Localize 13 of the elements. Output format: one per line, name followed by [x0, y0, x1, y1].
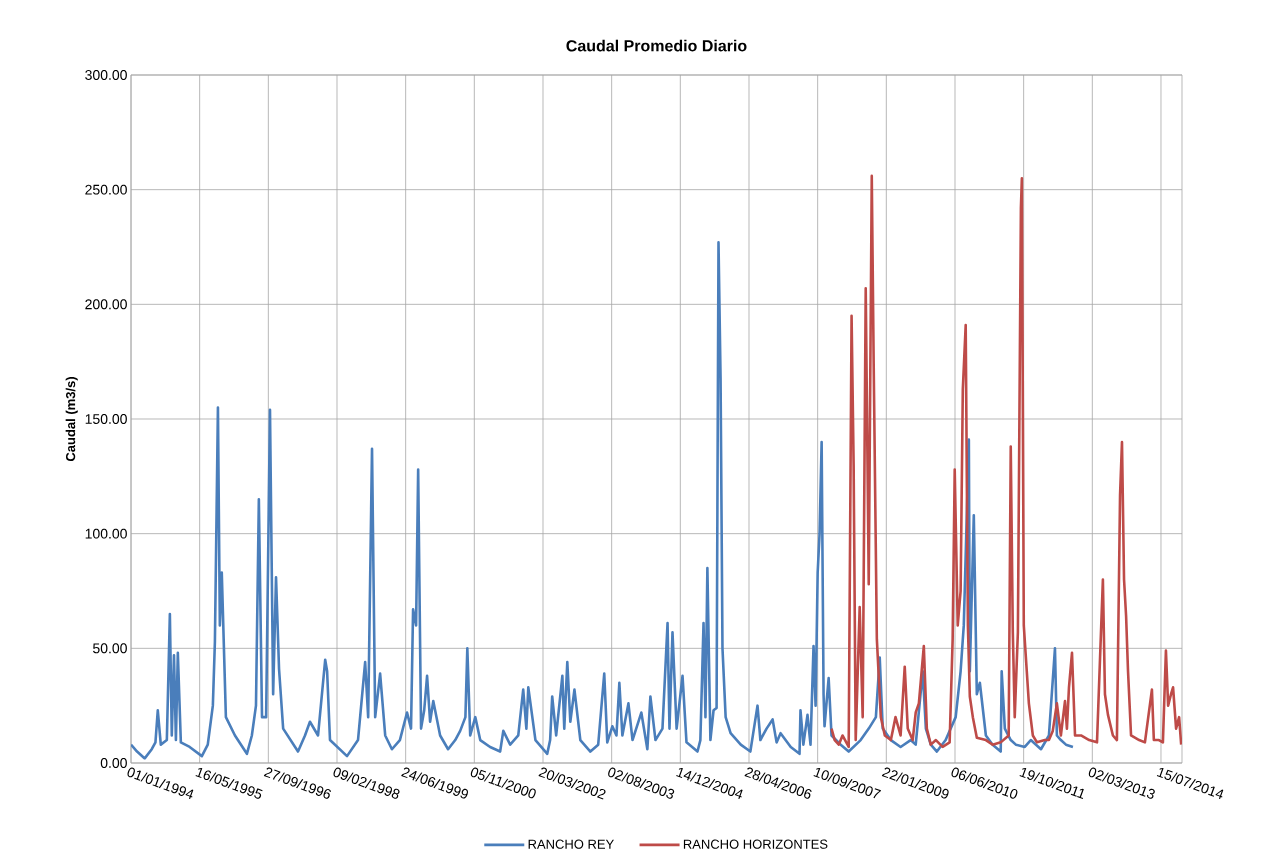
- y-tick-label: 150.00: [85, 414, 127, 424]
- line-series: [131, 241, 1075, 760]
- chart-title: Caudal Promedio Diario: [566, 39, 747, 52]
- y-tick-label: 100.00: [85, 528, 127, 539]
- line-series: [830, 174, 1182, 749]
- y-tick-label: 0.00: [100, 758, 127, 768]
- legend-label: RANCHO HORIZONTES: [683, 839, 828, 849]
- y-axis-title: Caudal (m3/s): [65, 377, 78, 462]
- y-tick-label: 250.00: [85, 184, 127, 195]
- y-tick-label: 200.00: [85, 299, 127, 310]
- legend-label: RANCHO REY: [528, 839, 614, 849]
- y-tick-label: 50.00: [93, 643, 127, 654]
- y-tick-label: 300.00: [85, 70, 127, 80]
